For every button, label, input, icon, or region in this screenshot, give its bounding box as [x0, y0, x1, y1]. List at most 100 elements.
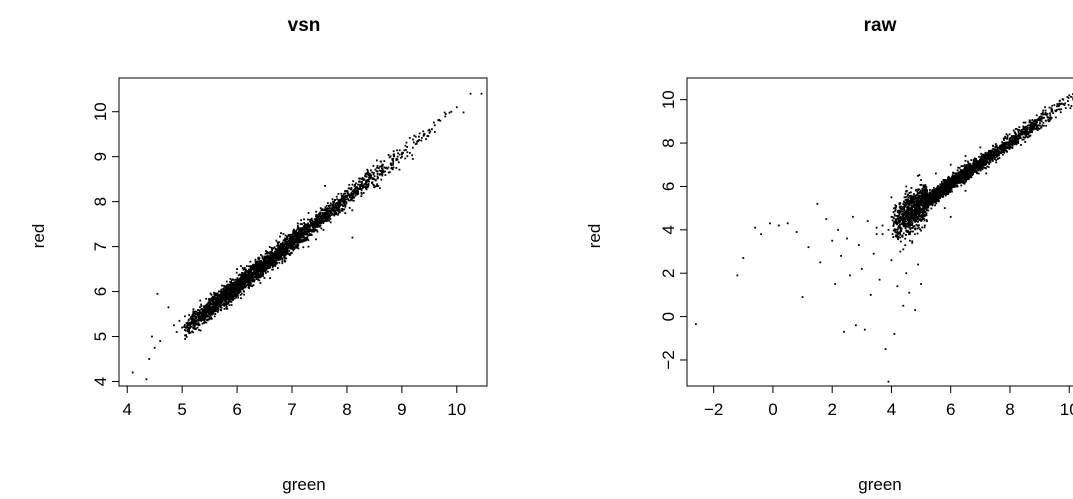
data-point — [213, 298, 215, 301]
data-point — [298, 230, 301, 233]
data-point — [230, 300, 233, 303]
data-point — [1020, 144, 1022, 146]
data-point — [173, 324, 175, 327]
data-point — [270, 251, 273, 253]
data-point — [316, 226, 319, 228]
data-point — [342, 196, 345, 199]
data-point — [356, 193, 359, 196]
data-point — [269, 251, 272, 254]
data-point — [294, 239, 297, 242]
data-point — [184, 315, 186, 318]
data-point — [278, 252, 281, 255]
data-point — [235, 292, 238, 295]
data-point — [920, 179, 922, 181]
data-point — [331, 208, 333, 210]
data-point — [268, 246, 271, 248]
data-point — [887, 228, 890, 231]
data-point — [211, 299, 214, 302]
data-point — [398, 149, 401, 152]
data-point — [318, 225, 321, 228]
data-point — [282, 233, 285, 235]
data-point — [916, 190, 919, 193]
data-point — [378, 169, 381, 172]
data-point — [236, 280, 239, 282]
data-point — [297, 232, 300, 235]
data-point — [892, 222, 895, 224]
data-point — [437, 119, 440, 122]
data-point — [367, 184, 370, 186]
data-point — [414, 143, 417, 145]
data-point — [929, 202, 931, 205]
data-point — [322, 220, 325, 223]
data-point — [367, 180, 369, 183]
data-point — [328, 217, 330, 220]
data-point — [287, 233, 290, 236]
data-point — [266, 261, 269, 263]
data-point — [187, 319, 190, 322]
data-point — [890, 259, 893, 262]
data-point — [350, 187, 353, 189]
data-point — [1003, 139, 1005, 141]
data-point — [254, 275, 256, 278]
data-point — [212, 301, 215, 304]
data-point — [322, 212, 325, 215]
data-point — [270, 260, 273, 262]
data-point — [366, 185, 369, 188]
data-point — [227, 289, 230, 292]
data-point — [260, 254, 262, 256]
data-point — [393, 155, 396, 158]
data-point — [331, 198, 334, 201]
data-point — [214, 294, 217, 296]
data-point — [203, 314, 206, 317]
data-point — [178, 319, 181, 322]
data-point — [218, 294, 221, 297]
data-point — [267, 258, 270, 261]
data-point — [389, 163, 392, 165]
data-point — [980, 155, 983, 157]
data-point — [304, 224, 307, 227]
data-point — [940, 180, 943, 183]
data-point — [281, 260, 284, 263]
data-point — [296, 237, 299, 240]
data-point — [297, 227, 299, 230]
data-point — [188, 323, 191, 326]
data-point — [241, 285, 243, 288]
data-point — [233, 297, 236, 300]
data-point — [188, 328, 191, 331]
data-point — [335, 205, 337, 207]
data-point — [924, 199, 926, 202]
data-point — [321, 212, 324, 214]
data-point — [194, 314, 196, 317]
data-point — [920, 283, 922, 285]
data-point — [951, 190, 953, 193]
data-point — [253, 278, 255, 281]
data-point — [259, 271, 262, 274]
data-point — [269, 260, 271, 262]
data-point — [213, 291, 215, 294]
data-point — [915, 223, 918, 226]
data-point — [255, 268, 258, 270]
data-point — [979, 146, 982, 149]
data-point — [311, 228, 314, 231]
data-point — [302, 234, 305, 237]
data-point — [908, 201, 910, 204]
data-point — [221, 292, 224, 295]
data-point — [390, 164, 393, 167]
data-point — [281, 253, 284, 256]
data-point — [221, 284, 223, 287]
data-point — [448, 111, 451, 114]
data-point — [309, 229, 312, 231]
data-point — [1035, 125, 1038, 127]
y-tick-label: 6 — [91, 287, 110, 296]
data-point — [220, 302, 223, 304]
data-point — [899, 236, 901, 239]
data-point — [901, 210, 904, 213]
data-point — [195, 323, 198, 326]
data-point — [335, 211, 338, 214]
data-point — [299, 234, 302, 236]
data-point — [1028, 129, 1031, 132]
data-point — [381, 171, 384, 174]
data-point — [216, 310, 219, 313]
data-point — [245, 284, 247, 287]
data-point — [924, 184, 927, 186]
